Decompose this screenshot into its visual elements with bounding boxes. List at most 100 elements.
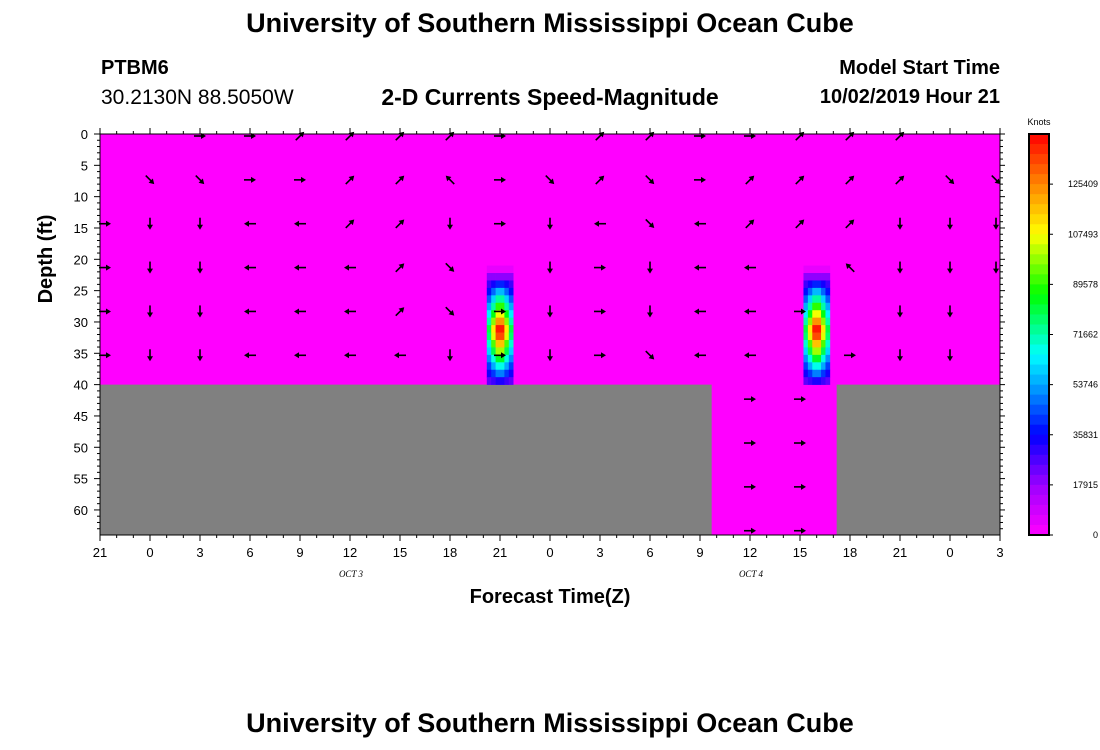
hotspot-cell — [504, 362, 510, 371]
hotspot-cell — [500, 369, 505, 378]
current-arrow — [745, 219, 755, 229]
hotspot-cell — [508, 317, 514, 326]
hotspot-cell — [486, 265, 492, 274]
colorbar-cell — [1029, 474, 1049, 486]
current-arrow — [594, 308, 606, 315]
hotspot-cell — [825, 302, 831, 311]
hotspot-cell — [816, 287, 822, 296]
hotspot-cell — [807, 310, 813, 318]
hotspot-cell — [486, 347, 492, 356]
hotspot-cell — [504, 354, 510, 363]
colorbar-tick-label: 107493 — [1068, 229, 1098, 239]
hotspot-cell — [816, 280, 822, 289]
hotspot-cell — [825, 287, 831, 296]
hotspot-cell — [486, 317, 492, 326]
current-arrows — [99, 131, 1001, 534]
x-tick-label: 6 — [646, 545, 653, 560]
hotspot-cell — [500, 280, 505, 289]
colorbar-cell — [1029, 294, 1049, 305]
y-tick-label: 40 — [74, 378, 88, 393]
colorbar-cell — [1029, 224, 1049, 235]
hotspot-cell — [816, 354, 822, 363]
hotspot-cell — [500, 362, 505, 371]
x-tick-label: 21 — [93, 545, 107, 560]
hotspot-cell — [504, 273, 510, 281]
current-arrow — [647, 261, 653, 274]
colorbar-tick-label: 0 — [1093, 530, 1098, 540]
model-start-value: 10/02/2019 Hour 21 — [819, 86, 1000, 108]
y-tick-label: 55 — [74, 472, 88, 487]
hotspot-cell — [807, 302, 813, 311]
x-tick-label: 21 — [893, 545, 907, 560]
colorbar-tick-label: 89578 — [1073, 279, 1098, 289]
current-arrow — [794, 396, 806, 403]
current-arrow — [147, 261, 153, 274]
hotspot-cell — [812, 339, 817, 348]
hotspot-cell — [491, 310, 496, 318]
current-arrow — [494, 220, 506, 227]
y-tick-label: 30 — [74, 315, 88, 330]
hotspot-cell — [825, 354, 831, 363]
current-arrow — [445, 262, 455, 272]
hotspot-cell — [816, 265, 822, 274]
y-tick-label: 10 — [74, 190, 88, 205]
current-arrow — [744, 396, 756, 403]
page-title: University of Southern Mississippi Ocean… — [246, 8, 854, 38]
hotspot-cell — [807, 332, 813, 341]
colorbar-tick-label: 71662 — [1073, 330, 1098, 340]
hotspot-cell — [803, 287, 809, 296]
hotspot-cell — [491, 347, 496, 356]
hotspot-cell — [821, 339, 826, 348]
current-arrow — [993, 217, 999, 230]
colorbar-label: Knots — [1027, 117, 1051, 127]
current-arrow — [244, 220, 256, 227]
hotspot-cell — [495, 369, 501, 378]
hotspot-cell — [486, 287, 492, 296]
current-arrow — [494, 308, 506, 315]
current-arrow — [547, 305, 553, 318]
colorbar-cell — [1029, 244, 1049, 255]
current-arrow — [897, 217, 903, 230]
hotspot-cell — [825, 325, 831, 333]
current-arrow — [244, 352, 256, 359]
hotspot-cell — [803, 310, 809, 318]
hotspot-cell — [500, 310, 505, 318]
hotspot-cell — [803, 280, 809, 289]
hotspot-cell — [807, 317, 813, 326]
hotspot-cell — [803, 377, 809, 385]
x-tick-label: 12 — [743, 545, 757, 560]
hotspot-cell — [504, 325, 510, 333]
hotspot-cell — [508, 273, 514, 281]
current-arrow — [395, 263, 405, 273]
colorbar-cell — [1029, 254, 1049, 265]
hotspot-cell — [807, 377, 813, 385]
hotspot-cell — [812, 325, 817, 333]
current-arrow — [547, 217, 553, 230]
colorbar-cell — [1029, 304, 1049, 315]
date-label: OCT 3 — [339, 569, 364, 579]
current-arrow — [895, 175, 905, 185]
hotspot-cell — [500, 302, 505, 311]
current-arrow — [447, 217, 453, 230]
hotspot-cell — [803, 354, 809, 363]
hotspot-cell — [495, 265, 501, 274]
hotspot-cell — [495, 362, 501, 371]
hotspot-cell — [504, 302, 510, 311]
hotspot-cell — [495, 339, 501, 348]
current-arrow — [845, 263, 855, 273]
hotspot-cell — [812, 310, 817, 318]
hotspot-cell — [821, 354, 826, 363]
hotspot-cell — [508, 287, 514, 296]
hotspot-cell — [821, 325, 826, 333]
current-arrow — [897, 349, 903, 362]
x-tick-label: 18 — [443, 545, 457, 560]
hotspot-cell — [491, 295, 496, 304]
current-arrow — [694, 352, 706, 359]
y-tick-label: 5 — [81, 158, 88, 173]
x-tick-label: 3 — [196, 545, 203, 560]
hotspot-cell — [491, 317, 496, 326]
hotspot-cell — [491, 354, 496, 363]
current-arrow — [147, 217, 153, 230]
colorbar-cell — [1029, 144, 1049, 155]
hotspot-cell — [816, 295, 822, 304]
